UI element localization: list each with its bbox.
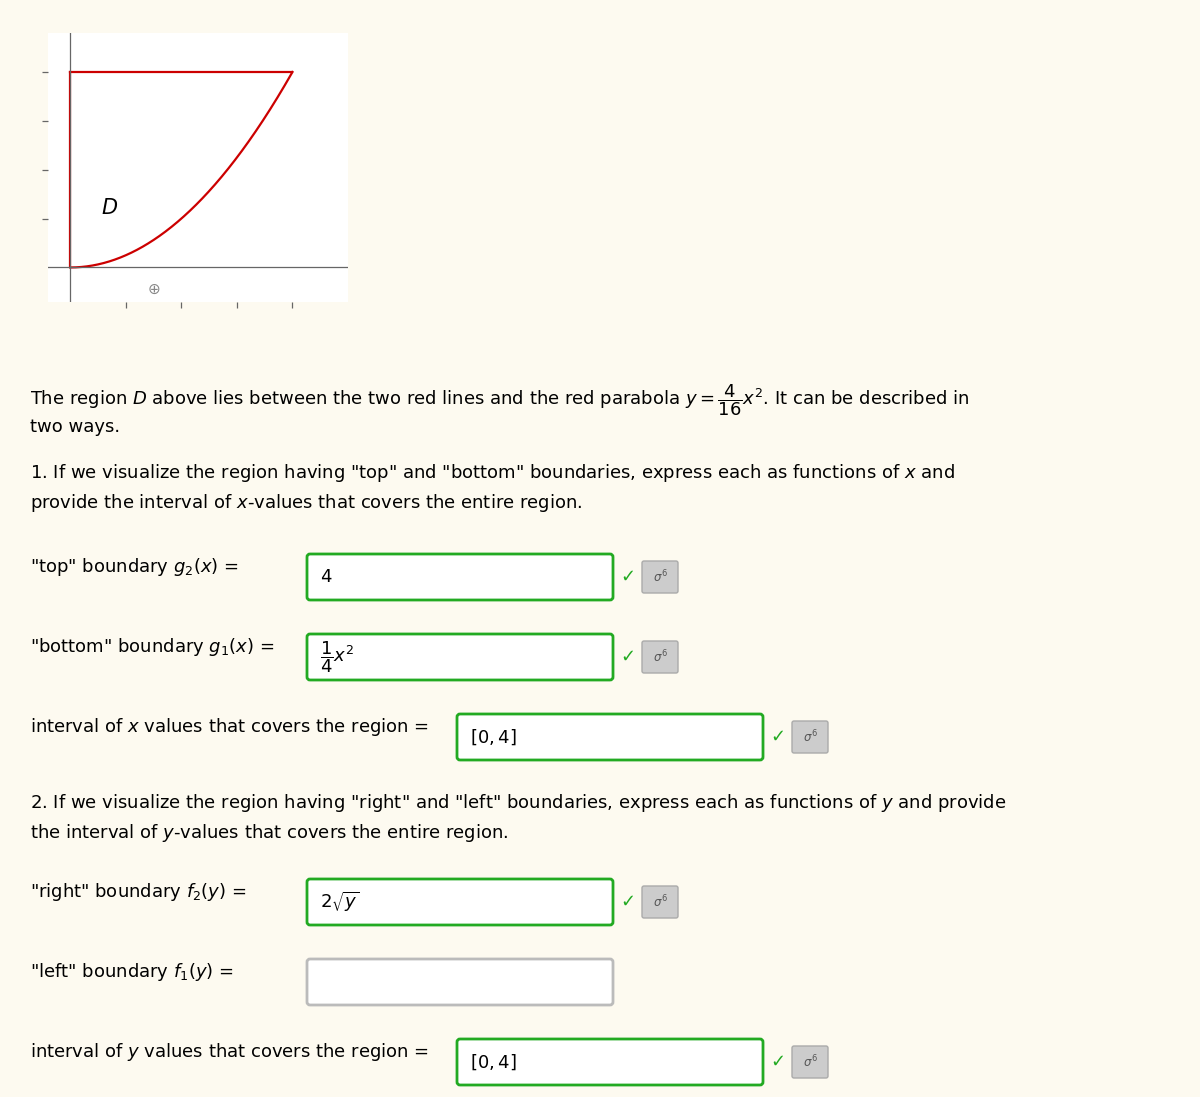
- FancyBboxPatch shape: [642, 561, 678, 593]
- Text: $[0,4]$: $[0,4]$: [470, 1052, 517, 1072]
- Text: $\sigma^6$: $\sigma^6$: [653, 568, 667, 586]
- FancyBboxPatch shape: [307, 879, 613, 925]
- FancyBboxPatch shape: [792, 1047, 828, 1078]
- Text: $2\sqrt{y}$: $2\sqrt{y}$: [320, 890, 360, 914]
- Text: provide the interval of $x$-values that covers the entire region.: provide the interval of $x$-values that …: [30, 491, 582, 514]
- Text: "top" boundary $g_2(x)$ =: "top" boundary $g_2(x)$ =: [30, 556, 239, 578]
- Text: ✓: ✓: [770, 1053, 786, 1071]
- Text: $\sigma^6$: $\sigma^6$: [653, 648, 667, 665]
- Text: "left" boundary $f_1(y)$ =: "left" boundary $f_1(y)$ =: [30, 961, 234, 983]
- Text: "right" boundary $f_2(y)$ =: "right" boundary $f_2(y)$ =: [30, 881, 246, 903]
- Text: ✓: ✓: [620, 648, 636, 666]
- FancyBboxPatch shape: [457, 714, 763, 760]
- Text: ✓: ✓: [620, 568, 636, 586]
- Text: 2. If we visualize the region having "right" and "left" boundaries, express each: 2. If we visualize the region having "ri…: [30, 792, 1007, 814]
- Text: 1. If we visualize the region having "top" and "bottom" boundaries, express each: 1. If we visualize the region having "to…: [30, 462, 955, 484]
- Text: $\sigma^6$: $\sigma^6$: [803, 728, 817, 745]
- Text: 4: 4: [320, 568, 331, 586]
- Text: interval of $x$ values that covers the region =: interval of $x$ values that covers the r…: [30, 716, 428, 738]
- FancyBboxPatch shape: [642, 641, 678, 672]
- Text: $[0,4]$: $[0,4]$: [470, 727, 517, 747]
- Text: ✓: ✓: [770, 728, 786, 746]
- Text: the interval of $y$-values that covers the entire region.: the interval of $y$-values that covers t…: [30, 822, 509, 844]
- Text: $\dfrac{1}{4}x^2$: $\dfrac{1}{4}x^2$: [320, 640, 354, 675]
- FancyBboxPatch shape: [792, 721, 828, 753]
- Text: $\sigma^6$: $\sigma^6$: [653, 894, 667, 911]
- FancyBboxPatch shape: [642, 886, 678, 918]
- Text: interval of $y$ values that covers the region =: interval of $y$ values that covers the r…: [30, 1041, 428, 1063]
- Text: $\sigma^6$: $\sigma^6$: [803, 1054, 817, 1071]
- Text: $D$: $D$: [101, 197, 118, 217]
- FancyBboxPatch shape: [307, 554, 613, 600]
- Text: ⊕: ⊕: [148, 282, 160, 297]
- Text: The region $\mathit{D}$ above lies between the two red lines and the red parabol: The region $\mathit{D}$ above lies betwe…: [30, 382, 970, 418]
- FancyBboxPatch shape: [307, 959, 613, 1005]
- Text: two ways.: two ways.: [30, 418, 120, 436]
- Text: ✓: ✓: [620, 893, 636, 911]
- FancyBboxPatch shape: [457, 1039, 763, 1085]
- FancyBboxPatch shape: [307, 634, 613, 680]
- Text: "bottom" boundary $g_1(x)$ =: "bottom" boundary $g_1(x)$ =: [30, 636, 275, 658]
